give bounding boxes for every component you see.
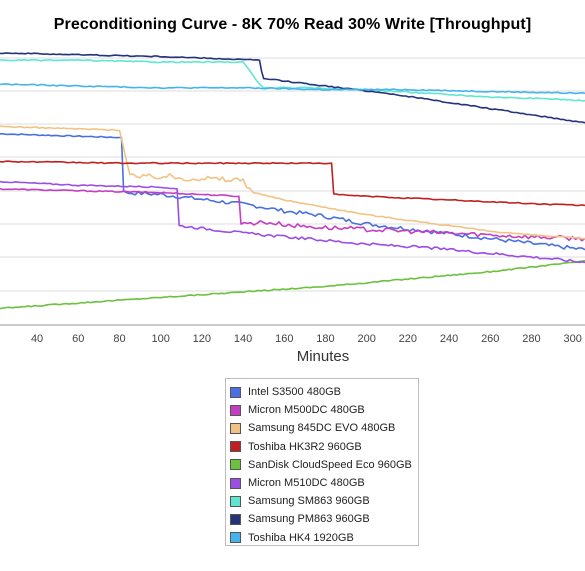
legend-swatch <box>230 441 241 453</box>
legend-swatch <box>230 513 241 525</box>
legend-item[interactable]: Samsung SM863 960GB <box>230 492 418 510</box>
legend-swatch <box>230 532 241 544</box>
x-tick-label: 60 <box>72 333 84 345</box>
legend-label: Samsung 845DC EVO 480GB <box>248 422 396 435</box>
x-tick-label: 240 <box>440 333 458 345</box>
chart-title: Preconditioning Curve - 8K 70% Read 30% … <box>53 16 532 33</box>
legend-label: Samsung PM863 960GB <box>248 513 370 526</box>
series-line-6 <box>0 180 585 264</box>
x-tick-label: 160 <box>275 333 293 345</box>
legend-label: Micron M510DC 480GB <box>248 477 365 490</box>
legend-swatch <box>230 459 241 471</box>
legend-label: Micron M500DC 480GB <box>248 404 365 417</box>
legend-swatch <box>230 422 241 434</box>
legend-item[interactable]: Intel S3500 480GB <box>230 383 418 401</box>
x-tick-label: 140 <box>234 333 252 345</box>
legend-item[interactable]: SanDisk CloudSpeed Eco 960GB <box>230 456 418 474</box>
legend-item[interactable]: Toshiba HK4 1920GB <box>230 529 418 547</box>
legend-label: Toshiba HK4 1920GB <box>248 531 354 544</box>
series-line-5 <box>0 259 585 310</box>
series-line-7 <box>0 58 585 102</box>
x-tick-label: 280 <box>522 333 540 345</box>
x-tick-label: 120 <box>193 333 211 345</box>
x-axis-label: Minutes <box>296 348 350 365</box>
legend-label: Intel S3500 480GB <box>248 386 341 399</box>
chart-legend: Intel S3500 480GB Micron M500DC 480GB Sams… <box>225 378 419 546</box>
legend-item[interactable]: Samsung 845DC EVO 480GB <box>230 419 418 437</box>
x-tick-label: 220 <box>399 333 417 345</box>
x-tick-label: 180 <box>316 333 334 345</box>
series-line-9 <box>0 83 585 95</box>
series-line-2 <box>0 187 585 242</box>
legend-label: Samsung SM863 960GB <box>248 495 370 508</box>
legend-swatch <box>230 386 241 398</box>
legend-item[interactable]: Toshiba HK3R2 960GB <box>230 438 418 456</box>
legend-item[interactable]: Samsung PM863 960GB <box>230 510 418 528</box>
legend-swatch <box>230 495 241 507</box>
series-line-8 <box>0 52 585 124</box>
series-line-3 <box>0 125 585 240</box>
x-tick-label: 300 <box>563 333 581 345</box>
x-tick-label: 200 <box>357 333 375 345</box>
series-line-4 <box>0 160 585 207</box>
legend-item[interactable]: Micron M510DC 480GB <box>230 474 418 492</box>
x-tick-label: 80 <box>113 333 125 345</box>
legend-swatch <box>230 477 241 489</box>
x-tick-label: 260 <box>481 333 499 345</box>
series-line-1 <box>0 133 585 251</box>
x-tick-label: 100 <box>151 333 169 345</box>
legend-label: SanDisk CloudSpeed Eco 960GB <box>248 458 412 471</box>
legend-item[interactable]: Micron M500DC 480GB <box>230 401 418 419</box>
legend-swatch <box>230 404 241 416</box>
legend-label: Toshiba HK3R2 960GB <box>248 440 362 453</box>
x-tick-label: 40 <box>31 333 43 345</box>
